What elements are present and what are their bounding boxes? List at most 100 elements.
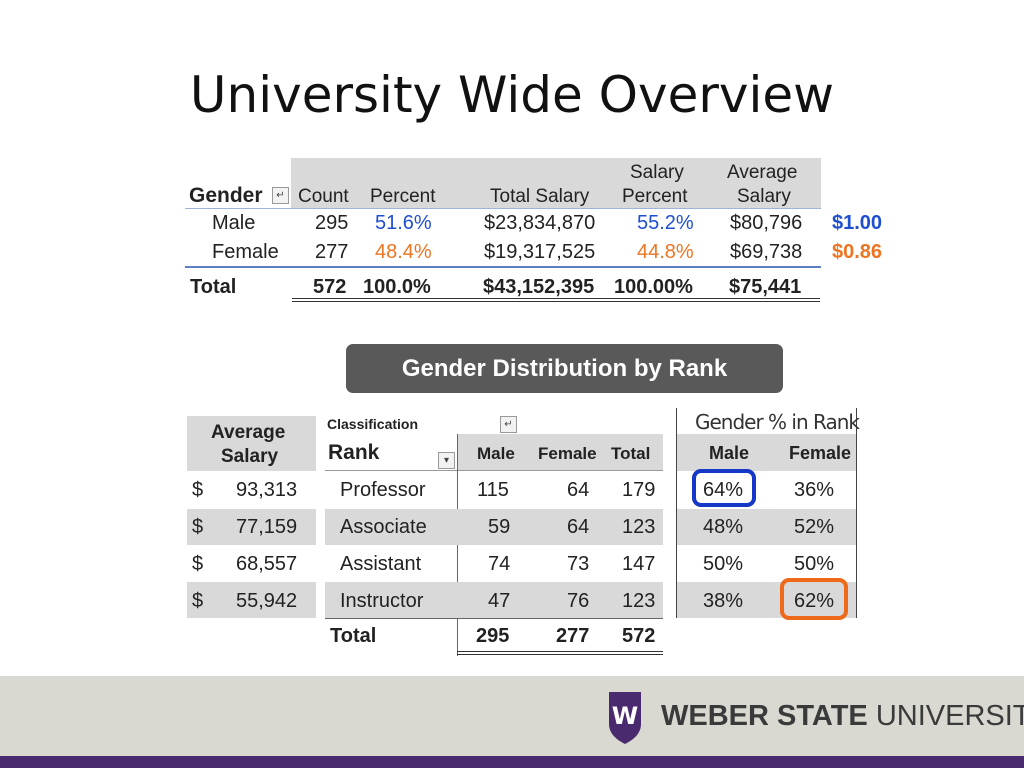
pivot-underline-1: [457, 651, 663, 652]
row-male-avg-salary: $80,796: [730, 212, 803, 234]
pivot-row-2-rank: Associate: [340, 516, 427, 538]
row-female-percent: 48.4%: [375, 241, 432, 263]
gender-distribution-badge: Gender Distribution by Rank: [346, 344, 783, 393]
pivot-total-divider: [325, 618, 663, 619]
avg-row-2-value: 77,159: [236, 516, 298, 538]
avg-row-3-currency: $: [192, 553, 204, 575]
header-avg-salary-2: Salary: [737, 186, 791, 207]
pivot-total-female: 277: [556, 625, 590, 647]
row-female-avg-salary: $69,738: [730, 241, 803, 263]
avg-row-2-currency: $: [192, 516, 204, 538]
header-avg-salary-1: Average: [727, 162, 798, 183]
pivot-row-2-female: 64: [567, 516, 590, 538]
filter-icon[interactable]: ↵: [272, 187, 289, 204]
pivot-total-label: Total: [330, 625, 377, 647]
pct-male-header: Male: [709, 443, 750, 463]
logo-letter: W: [612, 702, 638, 730]
header-shading: [291, 158, 821, 209]
avg-row-4-shading: [187, 582, 316, 618]
pct-title: Gender % in Rank: [695, 410, 860, 434]
total-divider: [185, 266, 821, 268]
pct-row-1-female: 36%: [794, 479, 835, 501]
pivot-row-2-shading: [325, 509, 663, 545]
footer-band: [0, 676, 1024, 768]
row-female-salary-percent: 44.8%: [637, 241, 694, 263]
pct-row-2-female: 52%: [794, 516, 835, 538]
pivot-row-4-rank: Instructor: [340, 590, 424, 612]
classification-label: Classification: [327, 416, 419, 432]
pct-row-2-shading: [677, 509, 856, 545]
avg-row-1-currency: $: [192, 479, 204, 501]
female-header: Female: [538, 444, 597, 463]
pivot-row-1-rank: Professor: [340, 479, 426, 501]
highlight-female-instructor: [780, 578, 848, 620]
row-male-percent: 51.6%: [375, 212, 432, 234]
pivot-vertical-divider: [457, 434, 458, 656]
pct-row-3-female: 50%: [794, 553, 835, 575]
pivot-row-2-total: 123: [622, 516, 656, 538]
pivot-row-1-total: 179: [622, 479, 656, 501]
pct-left-border: [676, 408, 677, 618]
header-percent: Percent: [370, 186, 436, 207]
row-male-gender: Male: [212, 212, 256, 234]
header-count: Count: [298, 186, 349, 207]
header-divider: [185, 208, 821, 209]
row-female-total-salary: $19,317,525: [484, 241, 596, 263]
pct-right-border: [856, 408, 857, 618]
total-label: Total: [190, 276, 237, 298]
pct-row-3-male: 50%: [703, 553, 744, 575]
classification-filter-icon[interactable]: ↵: [500, 416, 517, 433]
avg-header-2: Salary: [221, 446, 279, 467]
pivot-row-4-male: 47: [488, 590, 511, 612]
slide-title: University Wide Overview: [189, 66, 835, 124]
pct-female-header: Female: [789, 443, 852, 463]
total-count: 572: [313, 276, 347, 298]
pct-row-4-shading: [677, 582, 856, 618]
avg-row-1-value: 93,313: [236, 479, 298, 501]
pct-row-4-male: 38%: [703, 590, 744, 612]
header-gender: Gender: [189, 184, 263, 207]
pivot-row-1-male: 115: [477, 479, 509, 501]
pct-row-4-female: 62%: [794, 590, 835, 612]
total-salary-percent: 100.00%: [614, 276, 693, 298]
footer-purple-bar: [0, 756, 1024, 768]
pivot-underline-2: [457, 654, 663, 655]
rank-header: Rank: [328, 441, 380, 464]
header-salary-percent-1: Salary: [630, 162, 684, 183]
pivot-header-divider: [325, 470, 663, 471]
rank-dropdown-icon[interactable]: ▾: [438, 452, 455, 469]
pivot-total-total: 572: [622, 625, 656, 647]
pct-row-1-male: 64%: [703, 479, 744, 501]
pct-row-2-male: 48%: [703, 516, 744, 538]
total-header: Total: [611, 444, 651, 463]
total-avg-salary: $75,441: [729, 276, 802, 298]
male-header: Male: [477, 444, 515, 463]
avg-header-1: Average: [211, 422, 286, 443]
total-percent: 100.0%: [363, 276, 431, 298]
row-female-ratio: $0.86: [832, 241, 883, 263]
avg-row-3-value: 68,557: [236, 553, 298, 575]
pivot-row-4-shading: [325, 582, 663, 618]
wordmark-bold: WEBER STATE: [661, 700, 868, 732]
pivot-row-4-total: 123: [622, 590, 656, 612]
row-male-total-salary: $23,834,870: [484, 212, 596, 234]
row-male-count: 295: [315, 212, 349, 234]
pivot-row-3-rank: Assistant: [340, 553, 422, 575]
pivot-row-4-female: 76: [567, 590, 590, 612]
avg-row-4-value: 55,942: [236, 590, 298, 612]
row-male-ratio: $1.00: [832, 212, 883, 234]
row-female-gender: Female: [212, 241, 279, 263]
avg-row-2-shading: [187, 509, 316, 545]
avg-row-4-currency: $: [192, 590, 204, 612]
row-male-salary-percent: 55.2%: [637, 212, 694, 234]
pct-header-shading: [677, 434, 856, 471]
header-salary-percent-2: Percent: [622, 186, 688, 207]
weber-state-logo-icon: W: [609, 692, 641, 744]
wordmark-regular: UNIVERSITY: [875, 700, 1024, 732]
pivot-row-1-female: 64: [567, 479, 590, 501]
pivot-row-3-female: 73: [567, 553, 590, 575]
pivot-row-2-male: 59: [488, 516, 511, 538]
header-total-salary: Total Salary: [490, 186, 590, 207]
pivot-header-shading: [457, 434, 663, 471]
avg-header-shading: [187, 416, 316, 471]
